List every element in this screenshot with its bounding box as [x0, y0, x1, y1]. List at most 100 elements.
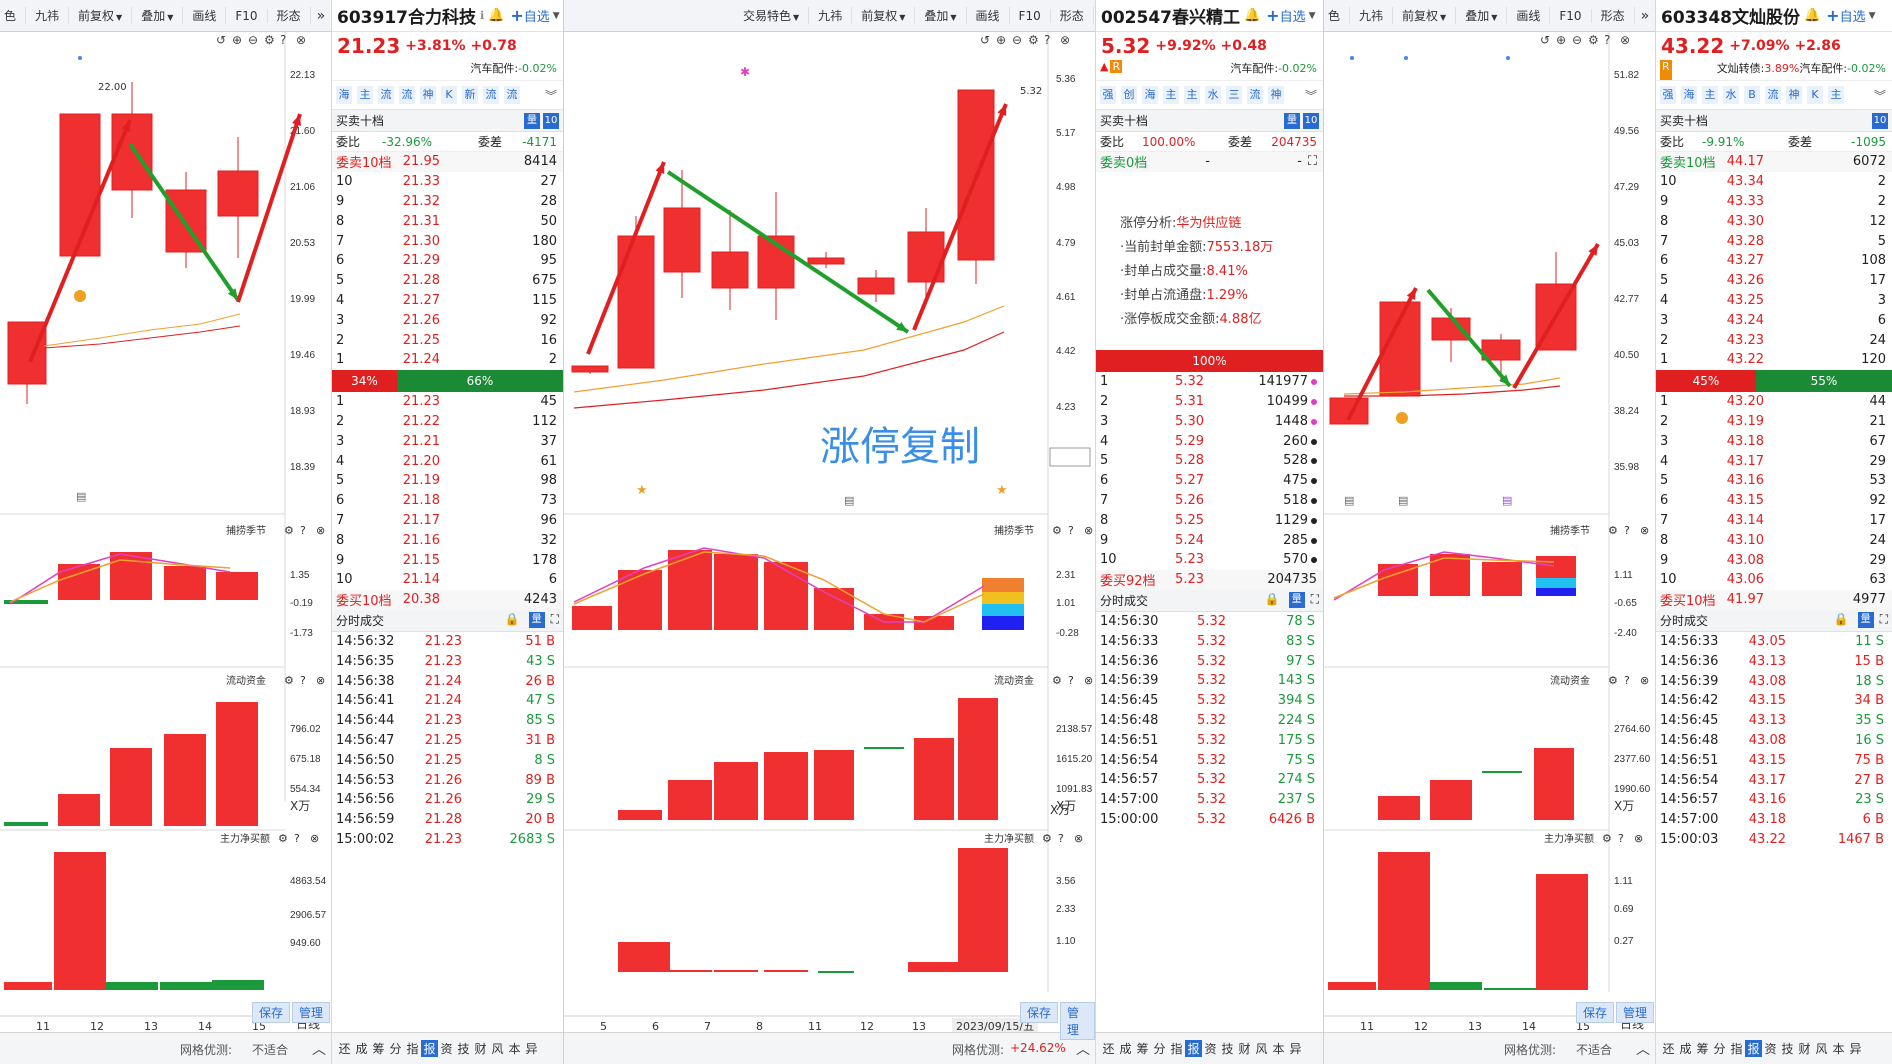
- feature-icon[interactable]: 海: [336, 86, 352, 104]
- kline-chart-canvas[interactable]: ↺ ⊕ ⊖ ⚙? ⊗ 51.82 49.56 47.29 45.03 42.77 40.50 38.2…: [1324, 32, 1656, 1032]
- draw-menu[interactable]: 画线: [1507, 7, 1551, 24]
- draw-menu[interactable]: 画线: [967, 7, 1010, 24]
- bell-icon[interactable]: 🔔: [1243, 8, 1261, 23]
- fq-menu[interactable]: 前复权 ▼: [69, 7, 133, 24]
- feature-icon[interactable]: 海: [1142, 86, 1158, 104]
- save-button[interactable]: 保存: [252, 1002, 291, 1023]
- quote-tab[interactable]: 指: [1730, 1042, 1743, 1056]
- quote-tab[interactable]: 财: [1798, 1042, 1811, 1056]
- lock-icon[interactable]: 🔒: [1833, 612, 1849, 627]
- expand-icon[interactable]: ⛶: [550, 612, 559, 627]
- manage-button[interactable]: 管理: [292, 1002, 331, 1023]
- draw-menu[interactable]: 画线: [183, 7, 227, 24]
- quote-tab[interactable]: 成: [355, 1042, 368, 1056]
- quote-tab[interactable]: 筹: [1136, 1042, 1149, 1056]
- quote-tab[interactable]: 筹: [372, 1042, 385, 1056]
- volume-icon[interactable]: 量: [1288, 592, 1305, 609]
- caret-down-icon[interactable]: ▼: [1308, 10, 1316, 21]
- feature-icon[interactable]: 海: [1681, 86, 1697, 104]
- quote-tab[interactable]: 风: [491, 1042, 504, 1056]
- ten-level-icon[interactable]: 10: [543, 112, 559, 129]
- shape-menu[interactable]: 形态: [268, 7, 311, 24]
- volume-icon[interactable]: 量: [528, 612, 545, 629]
- manage-button[interactable]: 管理: [1616, 1002, 1655, 1023]
- feature-icon[interactable]: 神: [420, 86, 436, 104]
- quote-tab[interactable]: 资: [1204, 1042, 1217, 1056]
- quote-tab[interactable]: 异: [525, 1042, 538, 1056]
- overlay-menu[interactable]: 叠加 ▼: [915, 7, 967, 24]
- feature-icon[interactable]: 主: [357, 86, 373, 104]
- kline-chart-panel-2[interactable]: 交易特色▼ 九祎 前复权▼ 叠加▼ 画线 F10 形态 » ↺ ⊕ ⊖ ⚙? ⊗ 5.36…: [564, 0, 1096, 1064]
- feature-icon[interactable]: 神: [1268, 86, 1284, 104]
- double-chevron-down-icon[interactable]: ︾: [1873, 88, 1886, 103]
- feature-icon[interactable]: 创: [1121, 86, 1137, 104]
- overlay-menu[interactable]: 叠加 ▼: [1456, 7, 1508, 24]
- quote-tab[interactable]: 分: [1713, 1042, 1726, 1056]
- quote-tab[interactable]: 本: [1272, 1042, 1285, 1056]
- feature-icon[interactable]: 强: [1660, 86, 1676, 104]
- kline-chart-panel-3[interactable]: 色 九祎 前复权 ▼ 叠加 ▼ 画线 F10 形态 » ↺ ⊕ ⊖ ⚙? ⊗ 51.82 49.…: [1324, 0, 1656, 1064]
- save-button[interactable]: 保存: [1020, 1002, 1059, 1023]
- feature-icon[interactable]: B: [1744, 86, 1760, 104]
- quote-tab[interactable]: 还: [1102, 1042, 1115, 1056]
- f10-menu[interactable]: F10: [1550, 8, 1592, 23]
- feature-icon[interactable]: 水: [1205, 86, 1221, 104]
- quote-tab[interactable]: 报: [1185, 1040, 1202, 1057]
- quote-tab[interactable]: 技: [1781, 1042, 1794, 1056]
- feature-icon[interactable]: 新: [462, 86, 478, 104]
- quote-tab[interactable]: 还: [1662, 1042, 1675, 1056]
- quote-tab[interactable]: 风: [1815, 1042, 1828, 1056]
- save-button[interactable]: 保存: [1576, 1002, 1615, 1023]
- quote-tab[interactable]: 报: [421, 1040, 438, 1057]
- lock-icon[interactable]: 🔒: [1264, 592, 1280, 607]
- volume-icon[interactable]: 量: [524, 112, 540, 129]
- double-chevron-right-icon[interactable]: »: [316, 7, 326, 24]
- f10-menu[interactable]: F10: [1010, 8, 1051, 23]
- quote-tab[interactable]: 本: [1832, 1042, 1845, 1056]
- expand-icon[interactable]: ⛶: [1307, 154, 1317, 170]
- quote-tab[interactable]: 指: [1170, 1042, 1183, 1056]
- quote-tab[interactable]: 筹: [1696, 1042, 1709, 1056]
- fq-menu[interactable]: 前复权 ▼: [1393, 7, 1457, 24]
- quote-tab[interactable]: 本: [508, 1042, 521, 1056]
- f10-menu[interactable]: F10: [226, 8, 268, 23]
- info-icon[interactable]: ℹ: [479, 9, 485, 22]
- feature-icon[interactable]: 主: [1828, 86, 1844, 104]
- trade-feature-menu[interactable]: 交易特色 ▼: [734, 7, 810, 24]
- expand-icon[interactable]: ⛶: [1310, 592, 1319, 607]
- kline-chart-panel-1[interactable]: 色 九祎 前复权 ▼ 叠加 ▼ 画线 F10 形态 » ↺ ⊕ ⊖ ⚙? ⊗ 22.13 21.…: [0, 0, 332, 1064]
- bell-icon[interactable]: 🔔: [1803, 8, 1821, 23]
- kline-menu[interactable]: 九祎: [26, 7, 70, 24]
- feature-icon[interactable]: 流: [1247, 86, 1263, 104]
- feature-icon[interactable]: K: [1807, 86, 1823, 104]
- ten-level-icon[interactable]: 10: [1872, 112, 1888, 129]
- quote-tab[interactable]: 成: [1679, 1042, 1692, 1056]
- feature-icon[interactable]: 流: [399, 86, 415, 104]
- feature-icon[interactable]: 主: [1163, 86, 1179, 104]
- quote-tab[interactable]: 分: [389, 1042, 402, 1056]
- quote-tab[interactable]: 报: [1745, 1040, 1762, 1057]
- quote-tab[interactable]: 财: [1238, 1042, 1251, 1056]
- chevron-up-icon[interactable]: ︿: [312, 1042, 326, 1058]
- feature-icon[interactable]: K: [441, 86, 457, 104]
- shape-menu[interactable]: 形态: [1592, 7, 1635, 24]
- chevron-up-icon[interactable]: ︿: [1076, 1042, 1090, 1058]
- quote-tab[interactable]: 风: [1255, 1042, 1268, 1056]
- chevron-up-icon[interactable]: ︿: [1636, 1042, 1650, 1058]
- kline-chart-canvas[interactable]: ↺⊕⊖⚙?⊗5.365.174.984.794.614.424.234.075.…: [564, 32, 1096, 1032]
- ten-level-icon[interactable]: 10: [1303, 112, 1319, 129]
- kline-chart-canvas[interactable]: ↺ ⊕ ⊖ ⚙? ⊗ 22.13 21.60 21.06 20.53 19.99 19.46 18.9…: [0, 32, 332, 1032]
- add-watchlist-button[interactable]: +自选: [510, 6, 549, 25]
- bell-icon[interactable]: 🔔: [488, 8, 505, 23]
- fq-menu[interactable]: 前复权 ▼: [852, 7, 916, 24]
- quote-tab[interactable]: 指: [406, 1042, 419, 1056]
- partial-menu-label[interactable]: 色: [4, 7, 27, 24]
- double-chevron-right-icon[interactable]: »: [1640, 7, 1650, 24]
- quote-tab[interactable]: 财: [474, 1042, 487, 1056]
- manage-button[interactable]: 管理: [1060, 1002, 1095, 1040]
- feature-icon[interactable]: 强: [1100, 86, 1116, 104]
- quote-tab[interactable]: 异: [1849, 1042, 1862, 1056]
- caret-down-icon[interactable]: ▼: [552, 10, 560, 21]
- quote-tab[interactable]: 成: [1119, 1042, 1132, 1056]
- lock-icon[interactable]: 🔒: [504, 612, 520, 627]
